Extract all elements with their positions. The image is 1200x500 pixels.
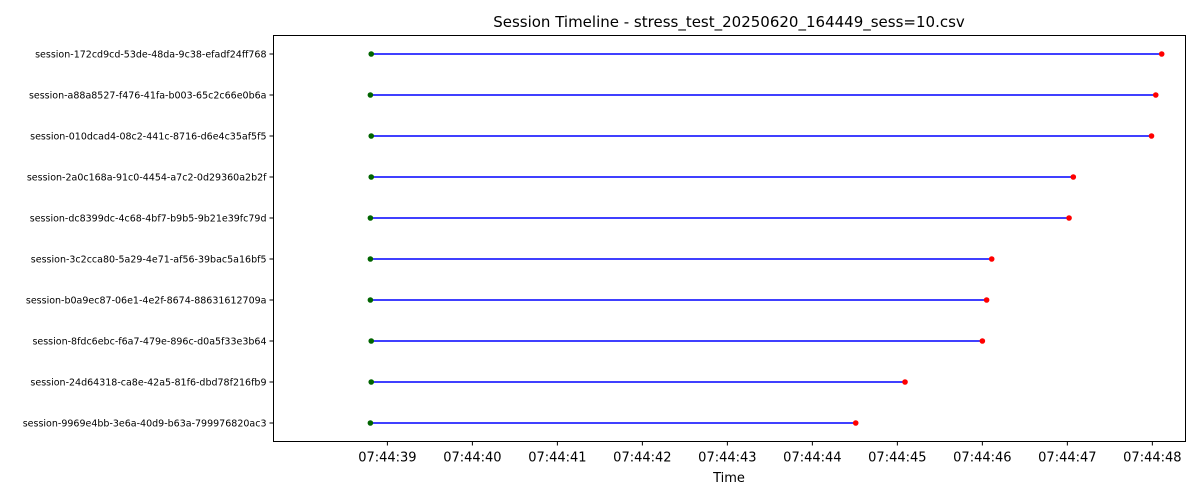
- session-end-point: [852, 420, 859, 426]
- x-tick-label: 07:44:40: [443, 451, 501, 466]
- session-start-point: [367, 92, 374, 98]
- x-axis-label: Time: [712, 471, 745, 486]
- y-tick-label: session-172cd9cd-53de-48da-9c38-efadf24f…: [35, 50, 266, 61]
- session-start-point: [367, 297, 374, 303]
- y-axis: session-172cd9cd-53de-48da-9c38-efadf24f…: [23, 50, 274, 430]
- x-tick-label: 07:44:47: [1038, 451, 1096, 466]
- session-start-point: [367, 256, 374, 262]
- session-end-point: [1066, 215, 1072, 221]
- y-tick-label: session-24d64318-ca8e-42a5-81f6-dbd78f21…: [30, 378, 266, 389]
- session-start-point: [368, 174, 375, 180]
- session-start-point: [368, 379, 375, 385]
- session-end-point: [1070, 174, 1077, 180]
- session-start-point: [367, 420, 374, 426]
- x-tick-label: 07:44:45: [868, 451, 926, 466]
- session-end-point: [979, 338, 986, 344]
- x-tick-label: 07:44:44: [783, 451, 841, 466]
- y-tick-label: session-dc8399dc-4c68-4bf7-b9b5-9b21e39f…: [30, 214, 267, 225]
- session-end-point: [1158, 51, 1165, 57]
- chart-title: Session Timeline - stress_test_20250620_…: [493, 13, 965, 32]
- y-tick-label: session-9969e4bb-3e6a-40d9-b63a-79997682…: [23, 419, 267, 430]
- session-end-point: [983, 297, 990, 303]
- session-start-point: [368, 338, 375, 344]
- y-tick-label: session-a88a8527-f476-41fa-b003-65c2c66e…: [29, 91, 267, 102]
- x-tick-label: 07:44:46: [953, 451, 1011, 466]
- y-tick-label: session-010dcad4-08c2-441c-8716-d6e4c35a…: [30, 132, 266, 143]
- plot-marks: [367, 51, 1165, 426]
- session-start-point: [368, 133, 375, 139]
- y-tick-label: session-3c2cca80-5a29-4e71-af56-39bac5a1…: [31, 255, 267, 266]
- session-start-point: [367, 215, 374, 221]
- x-axis: 07:44:39 07:44:40 07:44:41 07:44:42 07:44:43…: [358, 441, 1182, 466]
- x-tick-label: 07:44:43: [698, 451, 756, 466]
- y-tick-label: session-b0a9ec87-06e1-4e2f-8674-88631612…: [26, 296, 267, 307]
- session-end-point: [988, 256, 995, 262]
- y-tick-label: session-8fdc6ebc-f6a7-479e-896c-d0a5f33e…: [32, 337, 266, 348]
- x-tick-label: 07:44:48: [1123, 451, 1181, 466]
- x-tick-label: 07:44:39: [358, 451, 416, 466]
- session-end-point: [1152, 92, 1159, 98]
- session-end-point: [1148, 133, 1155, 139]
- plot-area-frame: [273, 35, 1186, 442]
- y-tick-label: session-2a0c168a-91c0-4454-a7c2-0d29360a…: [27, 173, 267, 184]
- session-end-point: [902, 379, 908, 385]
- x-tick-label: 07:44:42: [613, 451, 671, 466]
- x-tick-label: 07:44:41: [528, 451, 586, 466]
- session-start-point: [368, 51, 375, 57]
